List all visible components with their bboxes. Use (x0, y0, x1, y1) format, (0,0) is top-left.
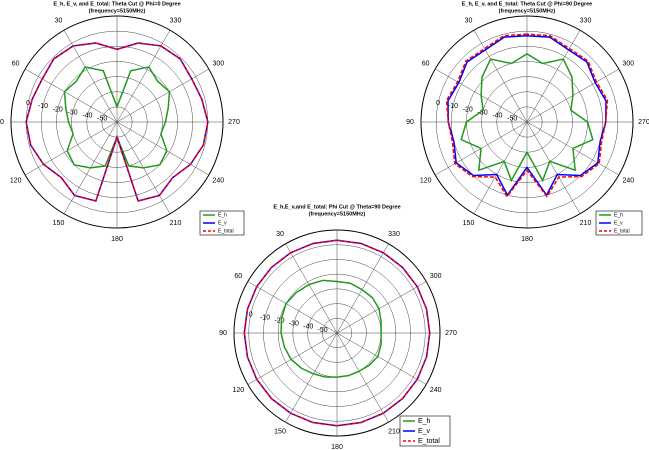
legend-label: E_total (218, 228, 234, 234)
theta-tick-label: 90 (406, 119, 414, 126)
theta-tick-label: 90 (0, 119, 4, 126)
spoke (473, 30, 528, 123)
theta-tick-label: 210 (170, 220, 182, 227)
theta-tick-label: 120 (420, 177, 432, 184)
theta-tick-label: 180 (331, 444, 343, 450)
spoke (336, 332, 389, 423)
legend-label: E_v (418, 428, 431, 435)
theta-tick-label: 300 (212, 60, 224, 67)
theta-tick-label: 330 (388, 231, 400, 238)
theta-tick-label: 240 (212, 177, 224, 184)
theta-tick-label: 330 (580, 18, 592, 25)
spoke (526, 30, 581, 123)
legend-label: E_total (614, 228, 630, 234)
series-line (460, 52, 594, 183)
chart-title: E_h,E_v,and E_total: Phi Cut @ Theta=90 … (273, 204, 400, 210)
theta-tick-label: 150 (53, 220, 65, 227)
spoke (247, 332, 338, 385)
chart-title: E_h, E_v, and E_total: Theta Cut @ Phi=0… (53, 1, 180, 7)
chart-subtitle: (frequency=5150MHz) (89, 8, 146, 14)
theta-tick-label: 60 (234, 273, 242, 280)
r-tick-label: -30 (68, 109, 78, 116)
theta-tick-label: 330 (170, 18, 182, 25)
series-line (445, 33, 609, 198)
theta-tick-label: 240 (622, 177, 634, 184)
r-tick-label: -50 (97, 116, 107, 123)
series-line (243, 239, 431, 427)
theta-tick-label: 210 (580, 220, 592, 227)
legend-label: E_h (218, 212, 227, 218)
r-tick-label: -40 (82, 113, 92, 120)
theta-tick-label: 210 (388, 429, 400, 436)
legend-label: E_v (218, 220, 227, 226)
r-tick-label: 0 (436, 100, 440, 107)
r-tick-label: -40 (492, 113, 502, 120)
spoke (25, 68, 118, 123)
spoke (285, 332, 338, 423)
r-tick-label: -40 (303, 324, 313, 331)
chart-title: E_h, E_v, and E_total: Theta Cut @ Phi=9… (462, 1, 592, 7)
r-tick-label: 0 (26, 100, 30, 107)
r-tick-label: -30 (289, 321, 299, 328)
chart-subtitle: (frequency=5150MHz) (499, 8, 556, 14)
theta-tick-label: 300 (430, 273, 442, 280)
r-tick-label: -30 (478, 109, 488, 116)
theta-tick-label: 30 (465, 18, 473, 25)
theta-tick-label: 30 (55, 18, 63, 25)
chart-subtitle: (frequency=5150MHz) (309, 211, 366, 217)
theta-tick-label: 150 (274, 429, 286, 436)
spoke (336, 243, 389, 334)
theta-tick-label: 270 (638, 119, 649, 126)
spoke (116, 121, 209, 176)
spoke (473, 121, 528, 214)
theta-tick-label: 60 (12, 60, 20, 67)
theta-tick-label: 120 (232, 387, 244, 394)
theta-tick-label: 30 (276, 231, 284, 238)
theta-tick-label: 150 (463, 220, 475, 227)
theta-tick-label: 180 (111, 236, 123, 243)
spoke (285, 243, 338, 334)
theta-tick-label: 120 (10, 177, 22, 184)
r-tick-label: -20 (463, 106, 473, 113)
theta-tick-label: 180 (521, 236, 533, 243)
theta-tick-label: 60 (422, 60, 430, 67)
theta-tick-label: 270 (228, 119, 240, 126)
theta-tick-label: 90 (219, 330, 227, 337)
spoke (116, 68, 209, 123)
legend-label: E_v (614, 220, 623, 226)
spoke (336, 281, 427, 334)
r-tick-label: -50 (507, 116, 517, 123)
r-tick-label: -20 (274, 318, 284, 325)
series-line (280, 279, 382, 378)
theta-tick-label: 270 (445, 330, 457, 337)
theta-tick-label: 240 (430, 387, 442, 394)
r-tick-label: -20 (53, 106, 63, 113)
series-line (25, 42, 209, 202)
spoke (247, 281, 338, 334)
spoke (526, 121, 581, 214)
spoke (25, 121, 118, 176)
r-tick-label: -10 (260, 315, 270, 322)
r-tick-label: -10 (448, 103, 458, 110)
legend-label: E_h (418, 418, 431, 425)
series-line (447, 34, 607, 197)
r-tick-label: 0 (249, 311, 253, 318)
legend-label: E_h (614, 212, 623, 218)
legend-label: E_total (418, 438, 440, 445)
r-tick-label: -10 (38, 103, 48, 110)
theta-tick-label: 300 (622, 60, 634, 67)
spoke (336, 332, 427, 385)
r-tick-label: -50 (318, 327, 328, 334)
